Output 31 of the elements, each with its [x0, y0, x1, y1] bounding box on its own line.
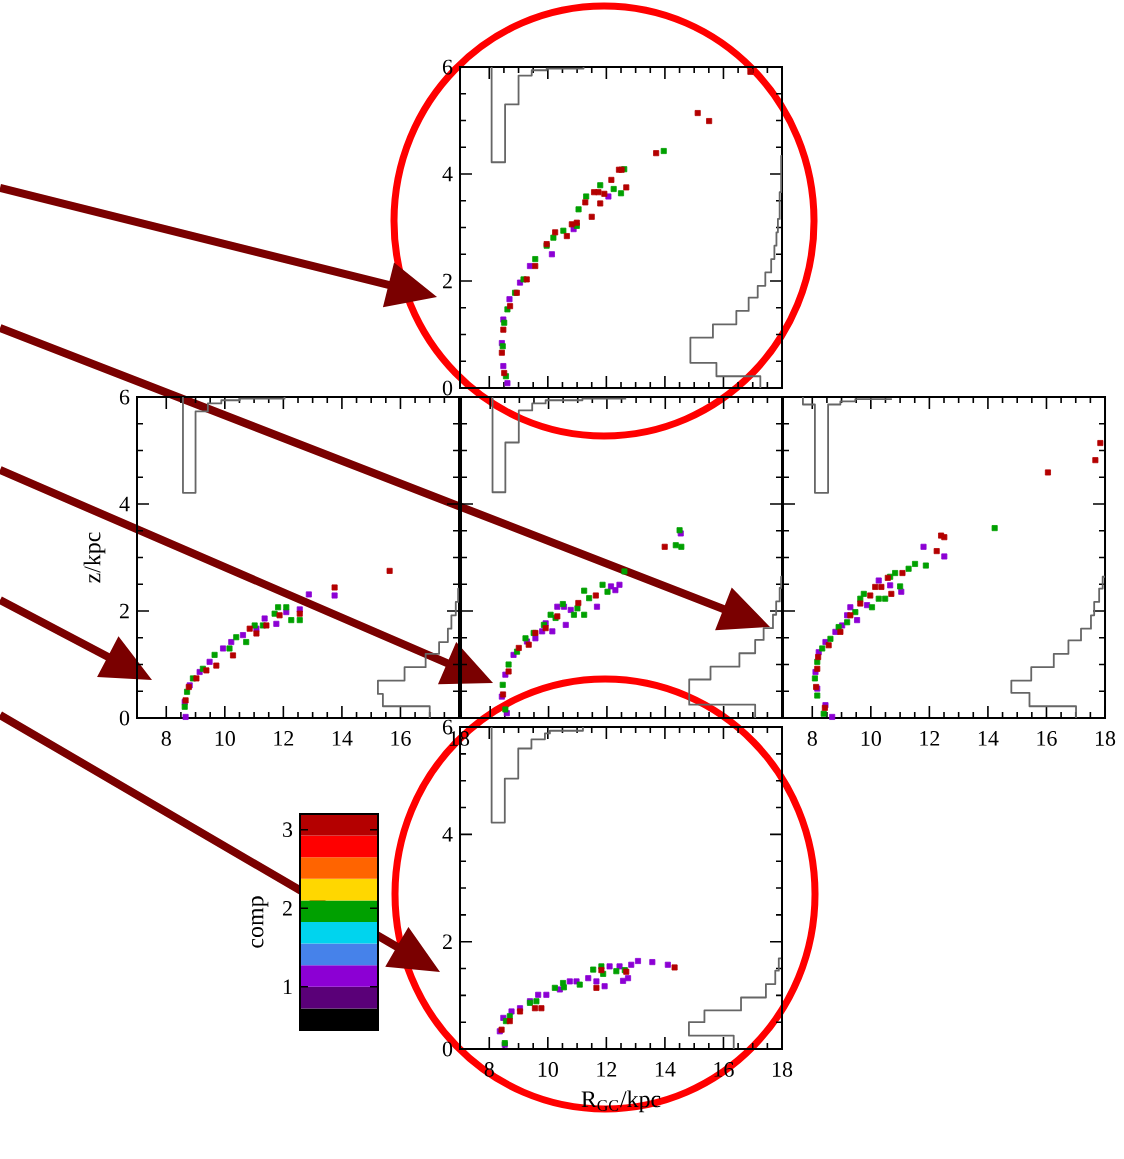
x-tick-label: 10 — [861, 731, 881, 746]
x-tick-label: 14 — [978, 731, 999, 746]
x-tick-label: 10 — [538, 1062, 558, 1077]
y-tick-label: 0 — [442, 1041, 453, 1057]
y-tick-label: 2 — [119, 603, 129, 619]
x-tick-label: 18 — [1095, 731, 1116, 746]
color-bar-label: 3 — [283, 822, 293, 838]
x-tick-label: 12 — [920, 731, 940, 746]
x-tick-label: 12 — [274, 731, 294, 746]
x-tick-label: 14 — [655, 1062, 676, 1077]
y-tick-label: 6 — [119, 389, 130, 405]
y-tick-label: 0 — [442, 380, 453, 396]
x-tick-label: 16 — [1037, 731, 1057, 746]
y-axis-title: z/kpc — [83, 532, 106, 583]
y-tick-label: 2 — [442, 273, 452, 289]
x-tick-label: 16 — [391, 731, 411, 746]
x-tick-label: 8 — [807, 731, 817, 746]
color-bar-title: comp — [251, 896, 269, 948]
y-tick-label: 4 — [442, 166, 453, 182]
x-tick-label: 18 — [772, 1062, 793, 1077]
x-tick-label: 8 — [161, 731, 171, 746]
y-tick-label: 6 — [442, 59, 453, 75]
color-bar-label: 2 — [282, 901, 292, 916]
y-tick-label: 2 — [442, 934, 452, 949]
x-tick-label: 14 — [332, 731, 353, 746]
x-tick-label: 12 — [597, 1062, 617, 1077]
x-tick-label: 10 — [215, 731, 235, 746]
y-tick-label: 0 — [119, 710, 130, 726]
y-tick-label: 4 — [442, 827, 453, 842]
color-bar-label: 1 — [283, 979, 292, 995]
y-tick-label: 4 — [119, 496, 130, 512]
